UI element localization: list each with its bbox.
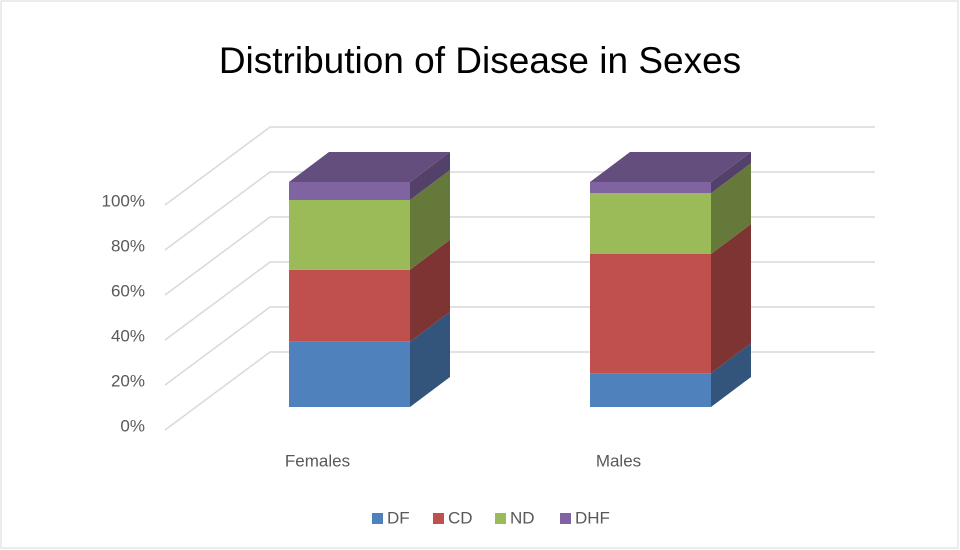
y-tick-label: 0% — [120, 416, 145, 435]
y-tick-label: 80% — [111, 236, 145, 255]
legend-label: CD — [448, 508, 473, 527]
bar-front — [289, 182, 410, 200]
legend-swatch — [372, 513, 383, 524]
bar-side — [711, 152, 751, 194]
y-tick-label: 100% — [102, 191, 145, 210]
bar-segment — [590, 163, 751, 254]
legend-label: DHF — [575, 508, 610, 527]
legend-swatch — [560, 513, 571, 524]
bar-segment — [590, 343, 751, 407]
bar-side — [410, 170, 450, 270]
legend-label: DF — [387, 508, 410, 527]
bar-front — [289, 269, 410, 342]
bar-side — [410, 311, 450, 407]
bar-top — [590, 152, 751, 182]
y-tick-label: 60% — [111, 281, 145, 300]
bar-segment — [289, 152, 450, 200]
bar-segment — [590, 152, 751, 194]
bar-front — [590, 182, 711, 194]
y-tick-label: 40% — [111, 326, 145, 345]
bar-front — [289, 341, 410, 407]
bar-top — [289, 152, 450, 182]
bar-side — [711, 343, 751, 407]
y-tick-label: 20% — [111, 371, 145, 390]
legend-swatch — [495, 513, 506, 524]
x-tick-label: Males — [596, 451, 641, 470]
bar-side — [711, 163, 751, 254]
bar-side — [711, 224, 751, 374]
bar-front — [590, 193, 711, 254]
bar-segment — [289, 170, 450, 270]
legend-swatch — [433, 513, 444, 524]
legend-label: ND — [510, 508, 535, 527]
bar-side — [410, 152, 450, 200]
bar-side — [410, 239, 450, 342]
bar-front — [590, 254, 711, 374]
chart-title: Distribution of Disease in Sexes — [219, 40, 741, 81]
bar-segment — [590, 224, 751, 374]
bar-front — [590, 373, 711, 407]
grid-line — [164, 126, 875, 206]
bar-segment — [289, 311, 450, 407]
bar-front — [289, 200, 410, 270]
x-tick-label: Females — [285, 451, 350, 470]
bar-segment — [289, 239, 450, 342]
